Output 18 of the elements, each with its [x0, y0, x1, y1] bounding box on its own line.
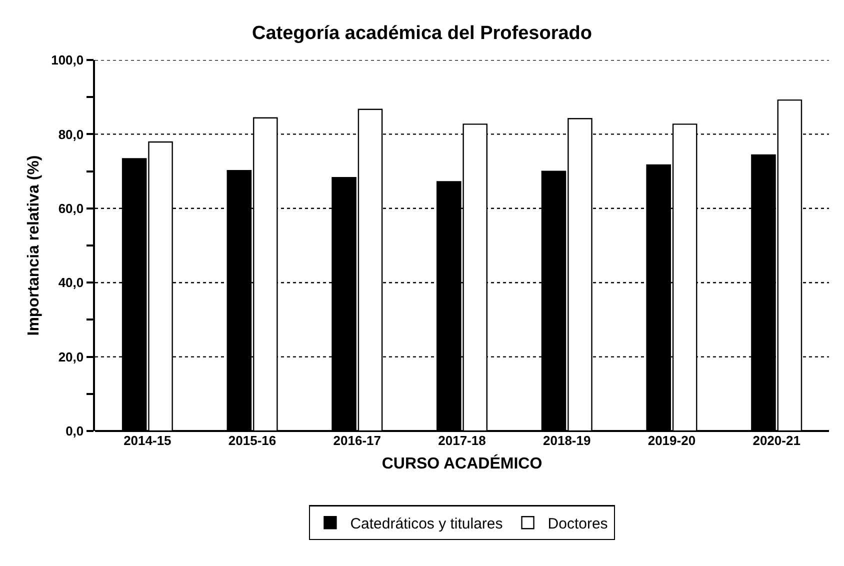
x-tick-label: 2019-20 [648, 433, 696, 448]
y-tick-label: 40,0 [58, 275, 84, 290]
y-tick-label: 100,0 [51, 52, 84, 68]
legend-label: Catedráticos y titulares [350, 516, 503, 532]
y-tick-label: 60,0 [58, 200, 84, 216]
x-tick-label: 2016-17 [333, 433, 381, 448]
chart-title: Categoría académica del Profesorado [252, 22, 592, 44]
x-axis-title: CURSO ACADÉMICO [382, 454, 542, 473]
y-tick-label: 20,0 [58, 349, 84, 364]
x-tick-label: 2018-19 [543, 433, 591, 448]
y-axis-title: Importancia relativa (%) [26, 155, 43, 336]
x-tick-label: 2020-21 [752, 433, 800, 448]
x-tick-label: 2014-15 [124, 433, 172, 448]
x-tick-label: 2015-16 [228, 433, 276, 448]
y-tick-label: 80,0 [58, 126, 84, 142]
legend-label: Doctores [548, 516, 608, 532]
y-tick-label: 0,0 [66, 424, 84, 439]
x-tick-label: 2017-18 [438, 433, 486, 448]
